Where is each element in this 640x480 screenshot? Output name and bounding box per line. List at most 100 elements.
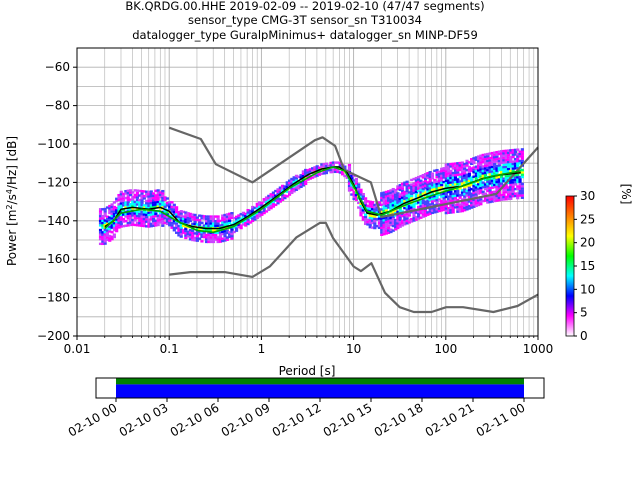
density-cell xyxy=(396,194,400,197)
density-cell xyxy=(278,186,282,189)
density-cell xyxy=(255,212,259,215)
density-cell xyxy=(481,190,485,194)
density-cell xyxy=(509,181,513,184)
density-cell xyxy=(389,221,393,224)
density-cell xyxy=(451,174,455,177)
density-cell xyxy=(147,193,151,196)
density-cell xyxy=(147,202,151,205)
density-cell xyxy=(393,195,398,199)
density-cell xyxy=(370,214,375,218)
density-cell xyxy=(504,174,508,178)
density-cell xyxy=(108,209,112,212)
density-cell xyxy=(474,174,478,178)
density-cell xyxy=(119,190,123,194)
density-cell xyxy=(271,196,276,199)
density-cell xyxy=(463,208,467,212)
density-cell xyxy=(481,167,485,171)
x-tick-label: 10 xyxy=(346,342,361,356)
density-cell xyxy=(384,197,388,201)
density-cell xyxy=(223,220,227,224)
density-cell xyxy=(354,177,358,181)
density-cell xyxy=(479,179,483,183)
density-cell xyxy=(472,187,476,190)
density-cell xyxy=(476,203,481,207)
density-cell xyxy=(474,158,478,161)
density-cell xyxy=(481,165,485,168)
density-cell xyxy=(274,203,278,207)
density-cell xyxy=(476,201,481,204)
density-cell xyxy=(520,189,524,193)
density-cell xyxy=(135,210,140,213)
density-cell xyxy=(520,171,524,174)
density-cell xyxy=(430,209,435,212)
density-cell xyxy=(509,156,513,159)
density-cell xyxy=(232,230,236,234)
density-cell xyxy=(410,192,414,195)
density-cell xyxy=(140,206,144,209)
density-cell xyxy=(175,222,179,225)
density-cell xyxy=(313,175,317,178)
density-cell xyxy=(509,169,513,173)
density-cell xyxy=(516,148,520,151)
density-cell xyxy=(391,222,395,225)
density-cell xyxy=(112,226,116,229)
x-tick-label: 1 xyxy=(258,342,266,356)
density-cell xyxy=(147,199,151,203)
density-cell xyxy=(423,191,428,194)
density-cell xyxy=(419,186,423,189)
density-cell xyxy=(465,205,469,209)
density-cell xyxy=(407,195,412,199)
y-tick-label: −80 xyxy=(45,99,70,113)
density-cell xyxy=(428,203,432,206)
density-cell xyxy=(472,194,476,197)
density-cell xyxy=(352,195,356,198)
density-cell xyxy=(126,214,130,218)
density-cell xyxy=(181,210,186,214)
density-cell xyxy=(456,162,460,165)
density-cell xyxy=(184,216,188,219)
density-cell xyxy=(483,157,488,161)
density-cell xyxy=(410,197,414,200)
time-tick-label: 02-10 21 xyxy=(423,400,477,439)
density-cell xyxy=(410,211,414,214)
density-cell xyxy=(124,189,128,193)
density-cell xyxy=(444,209,448,212)
density-cell xyxy=(350,174,354,178)
density-cell xyxy=(463,181,467,184)
density-cell xyxy=(474,177,478,180)
density-cell xyxy=(198,219,202,222)
density-cell xyxy=(387,231,391,234)
density-cell xyxy=(465,178,469,181)
density-cell xyxy=(481,186,485,189)
density-cell xyxy=(105,229,110,232)
density-cell xyxy=(446,206,451,210)
density-cell xyxy=(133,214,137,217)
density-cell xyxy=(495,199,499,202)
density-cell xyxy=(476,176,481,179)
density-cell xyxy=(451,197,455,200)
density-cell xyxy=(476,171,481,174)
density-cell xyxy=(299,185,303,189)
density-cell xyxy=(253,215,257,219)
density-cell xyxy=(154,205,158,209)
density-cell xyxy=(170,214,174,218)
density-cell xyxy=(453,190,458,193)
density-cell xyxy=(444,168,448,171)
density-cell xyxy=(370,226,375,229)
density-cell xyxy=(398,202,402,205)
density-cell xyxy=(281,196,285,199)
density-cell xyxy=(516,185,520,188)
time-tick-label: 02-10 18 xyxy=(372,400,426,439)
density-cell xyxy=(511,185,515,189)
density-cell xyxy=(467,195,471,199)
density-cell xyxy=(493,160,497,164)
density-cell xyxy=(225,238,229,241)
density-cell xyxy=(198,237,202,240)
density-cell xyxy=(520,157,524,160)
density-cell xyxy=(211,222,216,225)
density-cell xyxy=(181,229,186,232)
density-cell xyxy=(163,217,167,220)
colorbar-gradient xyxy=(565,195,575,337)
density-cell xyxy=(380,217,384,220)
density-cell xyxy=(458,187,462,190)
